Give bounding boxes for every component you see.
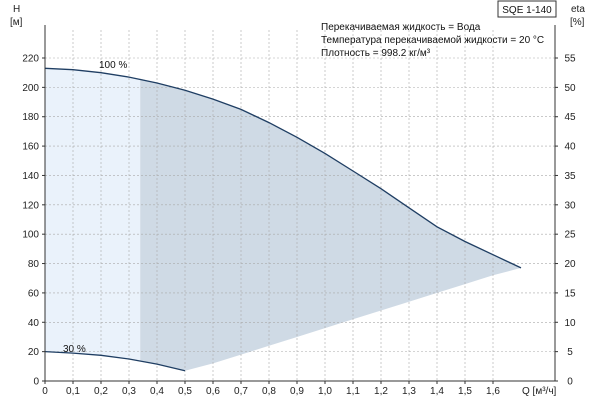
chart-title-box: SQE 1-140: [497, 0, 557, 18]
y-left-tick-label: 160: [22, 142, 39, 153]
y-left-axis-unit: [м]: [10, 17, 23, 28]
y-left-tick-label: 200: [22, 83, 39, 94]
x-tick-label: 0,9: [290, 386, 304, 397]
y-right-axis-label: eta: [571, 4, 585, 15]
y-right-tick-label: 55: [564, 54, 576, 65]
series-line-30: [44, 350, 186, 372]
series-label-100: 100 %: [99, 60, 127, 71]
y-right-tick-label: 25: [564, 230, 576, 241]
x-tick-label: 0: [42, 386, 48, 397]
y-left-tick-label: 80: [28, 259, 40, 270]
info-block: Перекачиваемая жидкость = Вода Температу…: [321, 22, 544, 59]
curves: [44, 67, 522, 372]
y-right-tick-label: 50: [564, 83, 576, 94]
x-axis-label: Q [м³/ч]: [522, 386, 557, 397]
y-left-tick-label: 0: [33, 377, 39, 388]
x-tick-label: 0,5: [178, 386, 192, 397]
y-left-tick-label: 180: [22, 112, 39, 123]
x-tick-label: 0,1: [66, 386, 80, 397]
y-right-tick-label: 45: [564, 112, 576, 123]
x-tick-label: 0,8: [262, 386, 276, 397]
y-left-tick-label: 60: [28, 288, 40, 299]
y-left-tick-label: 120: [22, 200, 39, 211]
x-tick-label: 1,0: [318, 386, 332, 397]
y-right-tick-label: 20: [564, 259, 576, 270]
series-line-100: [44, 67, 522, 269]
axes: [44, 25, 556, 382]
area-low-flow: [45, 68, 141, 361]
y-left-tick-label: 140: [22, 171, 39, 182]
info-line-fluid: Перекачиваемая жидкость = Вода: [321, 22, 481, 33]
y-right-tick-label: 0: [567, 377, 573, 388]
y-right-axis-unit: [%]: [570, 17, 585, 28]
y-right-tick-label: 5: [567, 347, 573, 358]
x-tick-label: 0,7: [234, 386, 248, 397]
chart-title: SQE 1-140: [502, 5, 552, 16]
x-tick-label: 0,6: [206, 386, 220, 397]
y-right-tick-label: 40: [564, 142, 576, 153]
info-line-temperature: Температура перекачиваемой жидкости = 20…: [321, 35, 544, 46]
operating-range-area: [45, 68, 521, 371]
grid: [44, 30, 555, 382]
y-right-tick-label: 15: [564, 288, 576, 299]
y-left-axis-label: H: [13, 4, 20, 15]
x-tick-label: 0,4: [150, 386, 164, 397]
y-left-tick-label: 220: [22, 54, 39, 65]
x-tick-label: 1,2: [374, 386, 388, 397]
x-tick-label: 0,2: [94, 386, 108, 397]
y-left-tick-label: 20: [28, 347, 40, 358]
series-label-30: 30 %: [63, 344, 86, 355]
x-tick-label: 1,6: [486, 386, 500, 397]
info-line-density: Плотность = 998.2 кг/м³: [321, 48, 431, 59]
x-tick-label: 1,1: [346, 386, 360, 397]
x-tick-label: 0,3: [122, 386, 136, 397]
x-tick-label: 1,3: [402, 386, 416, 397]
y-right-tick-label: 30: [564, 200, 576, 211]
area-recommended: [140, 78, 521, 371]
y-right-tick-label: 35: [564, 171, 576, 182]
x-tick-label: 1,5: [458, 386, 472, 397]
tick-labels: 0 0,1 0,2 0,3 0,4 0,5 0,6 0,7 0,8 0,9 1,0 1,1 1,2 1,3…: [22, 54, 576, 398]
y-left-tick-label: 100: [22, 230, 39, 241]
y-left-tick-label: 40: [28, 318, 40, 329]
y-right-tick-label: 10: [564, 318, 576, 329]
x-tick-label: 1,4: [430, 386, 444, 397]
